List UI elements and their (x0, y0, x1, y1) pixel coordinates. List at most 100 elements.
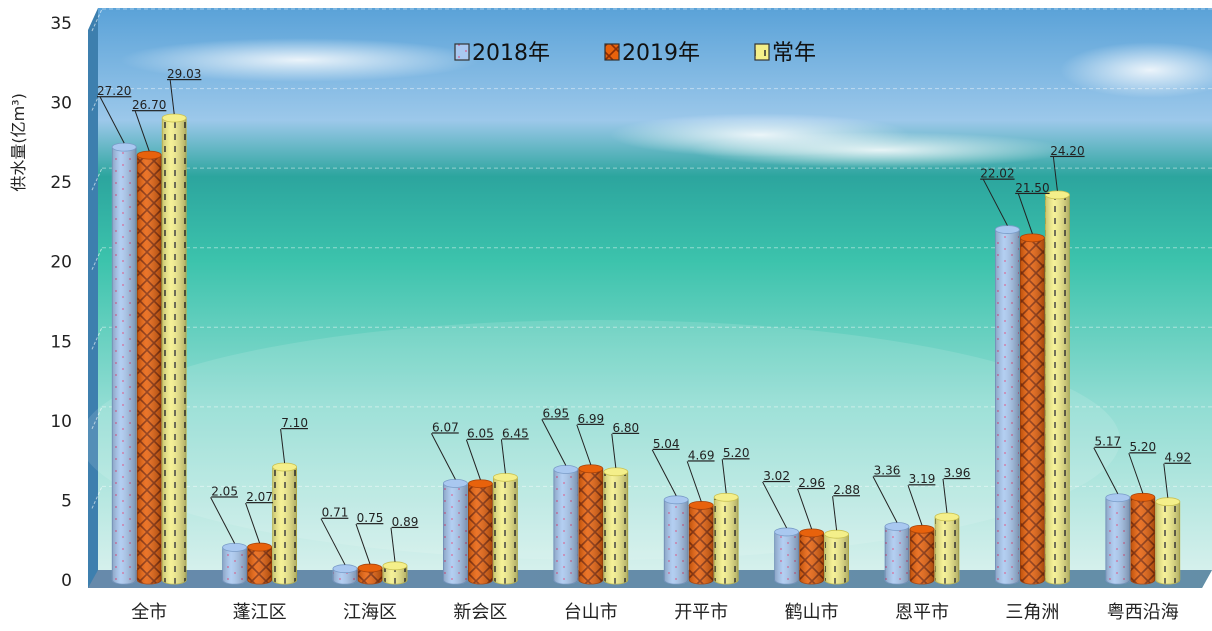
gridline-diag (91, 486, 103, 509)
gridline-diag (91, 88, 103, 111)
legend-label: 2018年 (472, 41, 550, 66)
label-leader (169, 79, 175, 115)
data-label: 22.02 (980, 167, 1014, 181)
bar-cap (884, 522, 910, 531)
bar-cap (272, 462, 298, 472)
y-tick-label: 30 (50, 94, 72, 114)
data-label: 3.96 (944, 466, 971, 480)
label-leader (686, 461, 702, 502)
bar-shade (358, 568, 382, 584)
bar-cap (136, 150, 162, 160)
bar-cap (247, 542, 273, 552)
x-tick-label: 恩平市 (895, 602, 949, 623)
bar-shade (468, 483, 493, 584)
label-leader (210, 497, 236, 544)
bars (111, 113, 1181, 585)
bar (603, 467, 629, 585)
bar (713, 492, 739, 585)
bar (799, 528, 824, 585)
bar (578, 464, 604, 585)
legend-swatch (754, 43, 770, 61)
label-leader (1052, 156, 1058, 191)
data-label: 4.69 (688, 448, 715, 462)
x-tick-label: 粤西沿海 (1107, 602, 1179, 623)
bar-cap (578, 464, 604, 474)
bar (909, 524, 935, 585)
data-label: 2.96 (798, 476, 825, 490)
bar-cap (1130, 492, 1156, 502)
bar-cap (111, 142, 137, 152)
bar (161, 113, 187, 585)
label-leader (541, 419, 567, 466)
data-label: 3.36 (874, 464, 901, 478)
bar-shade (553, 469, 578, 584)
label-leader (245, 502, 261, 544)
bar-cap (332, 564, 358, 574)
bar-cap (492, 472, 518, 482)
label-leader (1093, 447, 1119, 494)
bar (332, 564, 358, 585)
x-tick-label: 三角洲 (1005, 602, 1059, 623)
bar (884, 522, 910, 585)
data-label: 2.07 (246, 490, 273, 504)
bar (357, 563, 383, 585)
label-leader (500, 439, 506, 474)
label-leader (390, 527, 396, 562)
y-tick-label: 15 (50, 332, 72, 352)
label-leader (1017, 193, 1033, 235)
data-label: 5.04 (653, 437, 680, 451)
bar-cap (357, 563, 383, 573)
bar (663, 495, 689, 585)
gridline-diag (91, 167, 103, 191)
data-label: 5.20 (1129, 440, 1156, 454)
bar-cap (222, 542, 248, 552)
legend-label: 2019年 (622, 41, 700, 66)
label-leader (611, 433, 617, 468)
y-tick-label: 35 (50, 14, 72, 34)
data-label: 21.50 (1015, 181, 1049, 195)
y-tick-label: 25 (50, 173, 72, 193)
bar (442, 479, 468, 585)
bar-shade (222, 547, 247, 584)
bar-cap (161, 113, 187, 123)
bar (136, 150, 162, 585)
bar-shade (1155, 501, 1180, 584)
label-leader (430, 433, 456, 480)
bar-cap (799, 528, 824, 538)
bar-shade (383, 565, 407, 584)
bar-shade (578, 468, 603, 584)
bar-shade (272, 467, 297, 584)
data-label: 29.03 (167, 67, 201, 81)
label-leader (982, 179, 1008, 226)
data-label: 3.02 (763, 469, 790, 483)
bar-shade (689, 505, 714, 584)
bar-cap (909, 524, 935, 534)
bar-shade (1105, 497, 1130, 584)
data-label: 6.07 (432, 420, 459, 434)
x-tick-label: 新会区 (453, 602, 507, 623)
bar-shade (910, 529, 934, 584)
bar-shade (935, 516, 959, 584)
data-label: 26.70 (132, 98, 166, 112)
x-tick-label: 鹤山市 (785, 602, 839, 623)
legend-label: 常年 (772, 41, 816, 66)
data-label: 24.20 (1050, 144, 1084, 158)
bar-cap (553, 464, 579, 474)
label-leader (576, 424, 592, 465)
bar-shade (603, 471, 628, 584)
bar (553, 464, 579, 585)
bar (1155, 497, 1181, 585)
label-leader (762, 481, 788, 529)
axes: 0 5 10 15 20 25 30 35 供水量(亿m³) 全市 蓬江区 江海区 新会区 台山市 开平市 鹤… (9, 14, 1179, 623)
bar-cap (713, 492, 739, 502)
bar-shade (1045, 194, 1070, 585)
data-label: 6.95 (542, 406, 569, 420)
legend-swatch (604, 43, 620, 61)
bar-shade (1130, 497, 1155, 584)
label-leader (1163, 463, 1169, 498)
y-tick-label: 0 (61, 571, 72, 591)
bar (934, 512, 960, 585)
bar-shade (162, 118, 187, 584)
data-label: 0.89 (392, 515, 419, 529)
x-tick-label: 江海区 (343, 602, 397, 623)
